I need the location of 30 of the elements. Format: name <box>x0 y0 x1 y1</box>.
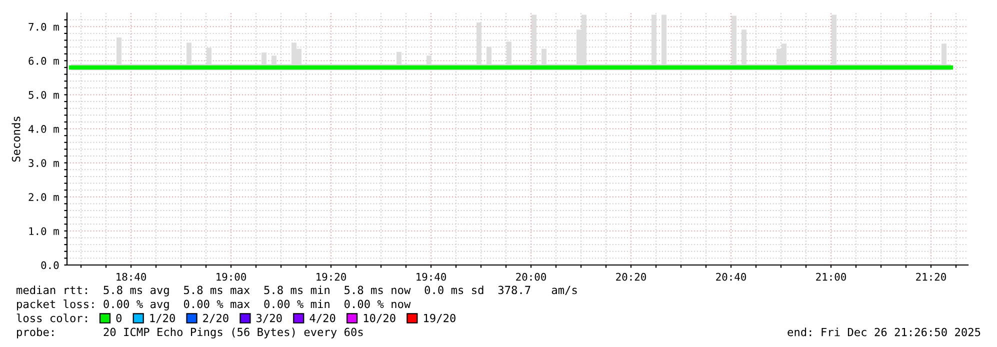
x-tick-label: 19:00 <box>216 272 246 281</box>
x-tick-label: 20:00 <box>516 272 546 281</box>
text: packet loss: 0.00 % avg 0.00 % max 0.00 % min 0.00 % now <box>17 300 411 310</box>
y-tick-label: 0.0 <box>41 261 59 270</box>
y-tick-label: 4.0 m <box>28 125 59 133</box>
y-axis-title: Seconds <box>12 116 20 162</box>
y-tick-label: 1.0 m <box>29 227 59 236</box>
text: probe: 20 ICMP Echo Pings (56 Bytes) every 60s <box>17 328 363 338</box>
x-tick-label: 20:40 <box>716 272 746 281</box>
legend-title: loss color: <box>16 314 87 322</box>
legend-label: 19/20 <box>424 314 456 324</box>
legend-label: 0 <box>116 314 122 322</box>
x-tick-label: 21:00 <box>816 272 846 281</box>
legend-label: 3/20 <box>256 314 282 324</box>
legend-label: 4/20 <box>310 314 336 324</box>
legend-label: 1/20 <box>150 314 175 324</box>
y-tick-label: 7.0 m <box>28 22 59 31</box>
x-tick-label: 19:20 <box>316 272 346 281</box>
text: median rtt: 5.8 ms avg 5.8 ms max 5.8 ms min 5.8 ms now 0.0 ms sd 378.7 am/s <box>16 286 577 296</box>
x-tick-label: 20:20 <box>616 272 646 281</box>
y-tick-label: 2.0 m <box>28 193 59 202</box>
y-tick-label: 6.0 m <box>28 56 59 65</box>
legend-label: 2/20 <box>203 314 228 324</box>
x-tick-label: 21:20 <box>916 272 946 281</box>
legend-label: 10/20 <box>364 314 396 324</box>
x-tick-label: 18:40 <box>116 272 146 281</box>
y-tick-label: 3.0 m <box>28 159 59 167</box>
y-tick-label: 5.0 m <box>28 90 59 99</box>
x-tick-label: 19:40 <box>416 272 446 281</box>
text: end: Fri Dec 26 21:26:50 2025 <box>788 328 980 336</box>
